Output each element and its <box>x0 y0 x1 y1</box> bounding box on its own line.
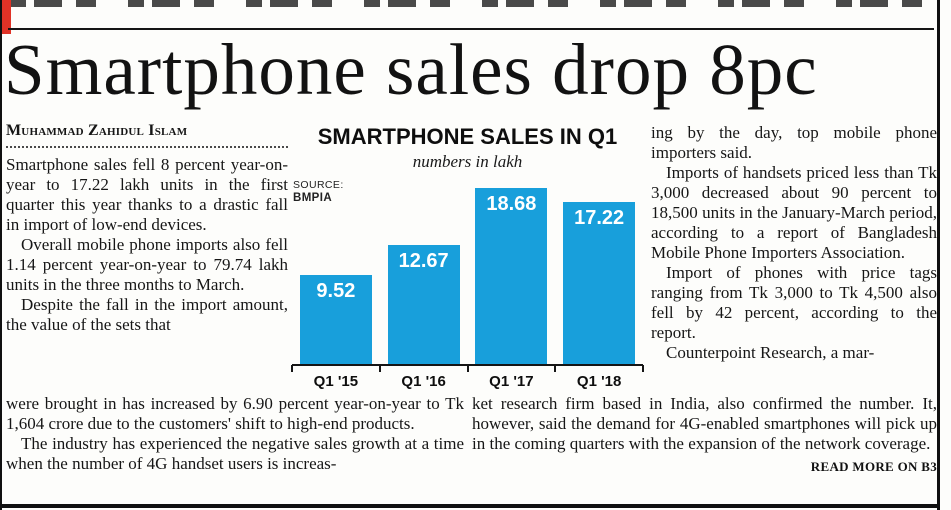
x-axis-label: Q1 '16 <box>401 373 446 390</box>
article-paragraph: Despite the fall in the import amount, t… <box>6 295 288 334</box>
axis-tick <box>466 365 469 372</box>
axis-tick <box>554 365 557 372</box>
right-column: ing by the day, top mobile phone importe… <box>651 123 937 363</box>
chart-bar-slot: 17.22 <box>555 176 643 364</box>
bar-value-label: 17.22 <box>574 207 625 230</box>
header-rule <box>8 28 934 30</box>
article-paragraph: Imports of handsets priced less than Tk … <box>651 163 937 262</box>
byline: Muhammad Zahidul Islam <box>6 122 188 139</box>
axis-tick <box>291 365 293 372</box>
bar-value-label: 9.52 <box>316 279 356 302</box>
chart-bar: 17.22 <box>563 202 636 364</box>
chart-x-labels: Q1 '15 Q1 '16 Q1 '17 Q1 '18 <box>292 373 643 390</box>
chart-source: SOURCE: BMPIA <box>293 179 344 205</box>
x-axis-label: Q1 '15 <box>313 373 359 390</box>
article-paragraph: Counterpoint Research, a mar- <box>666 343 875 362</box>
article-paragraph: ket research firm based in India, also c… <box>472 394 937 453</box>
byline-separator <box>6 141 288 148</box>
chart-bar: 12.67 <box>387 244 460 364</box>
bottom-left-column: were brought in has increased by 6.90 pe… <box>6 394 464 474</box>
article-paragraph: The industry has experienced the negativ… <box>6 434 464 473</box>
chart-bar-slot: 9.52 <box>292 176 380 364</box>
headline: Smartphone sales drop 8pc <box>4 29 818 110</box>
chart-source-value: BMPIA <box>293 192 333 204</box>
bottom-right-column: ket research firm based in India, also c… <box>472 394 937 475</box>
chart-plot: 9.52 12.67 18.68 17.22 <box>292 176 643 364</box>
article-paragraph: Import of phones with price tags ranging… <box>651 263 937 342</box>
cropped-text-strip <box>10 0 934 7</box>
bar-value-label: 12.67 <box>398 249 449 272</box>
chart-source-label: SOURCE: <box>293 179 344 191</box>
left-column: Muhammad Zahidul Islam Smartphone sales … <box>6 121 288 335</box>
read-more-label: READ MORE ON B3 <box>810 459 937 474</box>
x-axis-label: Q1 '18 <box>576 373 622 390</box>
axis-tick <box>378 365 381 372</box>
axis-tick <box>642 365 644 372</box>
article-paragraph: Overall mobile phone imports also fell 1… <box>6 235 288 294</box>
smartphone-sales-chart: SMARTPHONE SALES IN Q1 numbers in lakh S… <box>289 119 646 404</box>
article-paragraph: ing by the day, top mobile phone importe… <box>651 123 937 162</box>
chart-bar-slot: 12.67 <box>380 176 468 364</box>
chart-bar-slot: 18.68 <box>468 176 556 364</box>
article-paragraph: Smartphone sales fell 8 percent year-on-… <box>6 155 288 234</box>
chart-subtitle: numbers in lakh <box>412 152 523 171</box>
masthead-red-fragment <box>0 0 11 34</box>
chart-x-axis <box>291 364 644 372</box>
scan-edge-left <box>0 0 2 510</box>
chart-bar: 18.68 <box>475 188 548 364</box>
scan-edge-right <box>937 0 940 510</box>
bar-value-label: 18.68 <box>486 193 537 216</box>
x-axis-label: Q1 '17 <box>489 373 534 390</box>
article-paragraph: were brought in has increased by 6.90 pe… <box>6 394 464 433</box>
scan-edge-bottom <box>0 504 940 508</box>
chart-bar: 9.52 <box>299 274 372 364</box>
chart-title: SMARTPHONE SALES IN Q1 <box>317 124 618 149</box>
